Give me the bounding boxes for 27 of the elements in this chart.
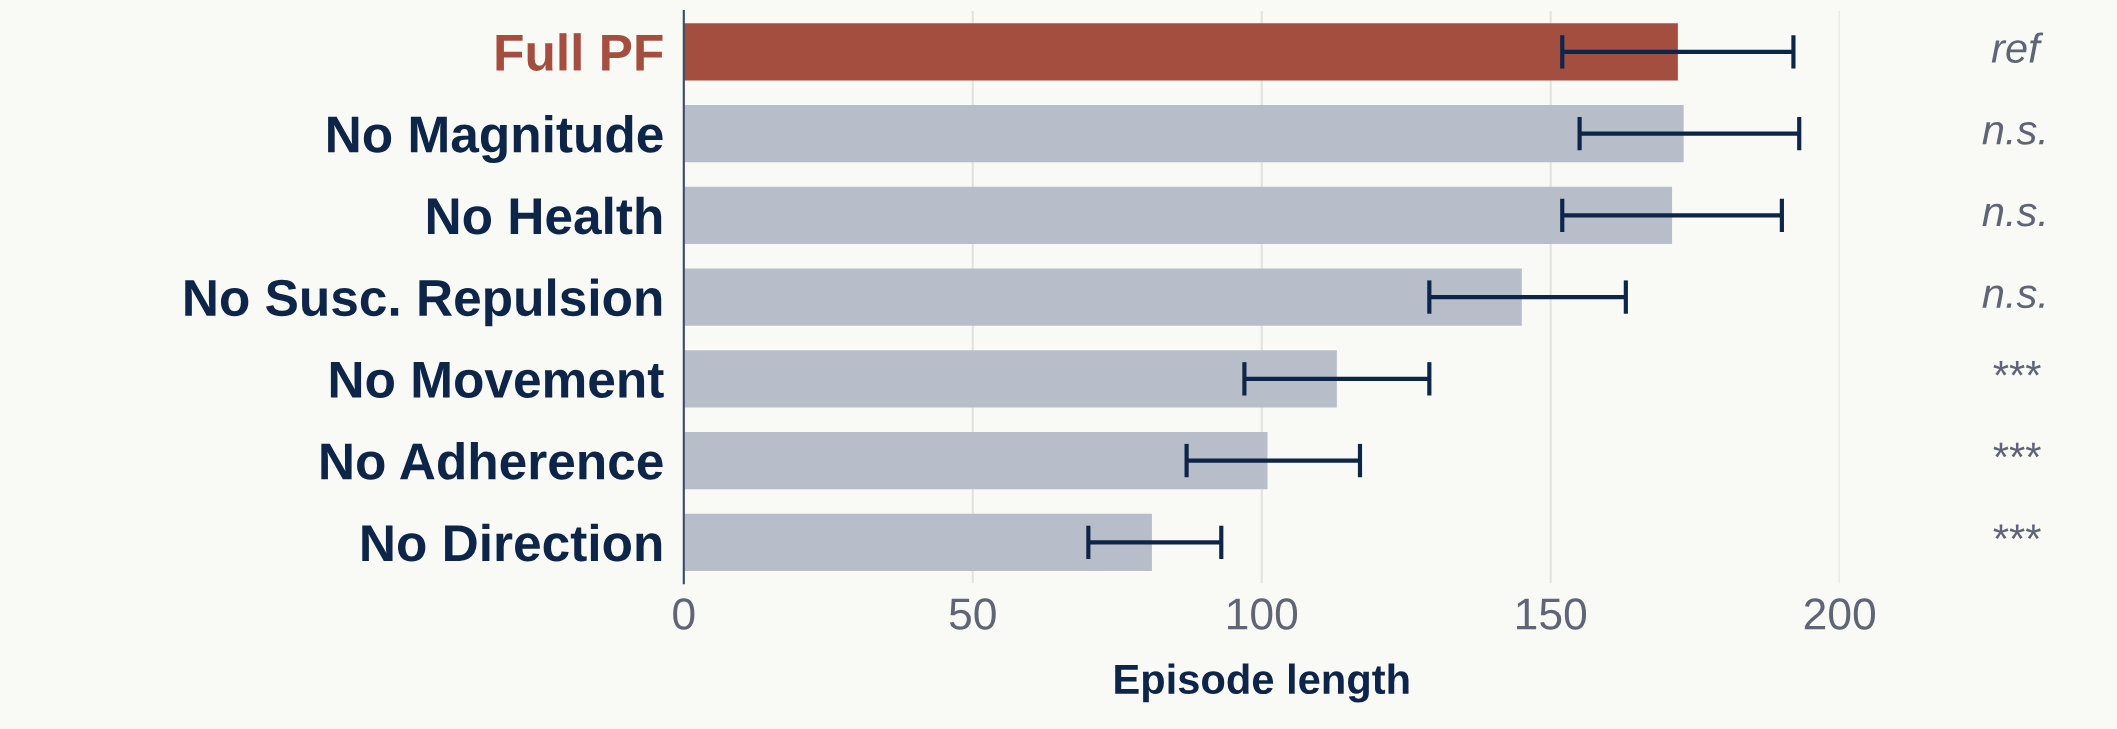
text: n.s. <box>1982 285 2044 309</box>
bar <box>683 104 1684 163</box>
x-tick-label: 150 <box>1517 598 1587 630</box>
y-tick-label: No Susc. Repulsion <box>185 278 662 327</box>
x-tick-label: 100 <box>1228 598 1298 630</box>
x-tick-label: 50 <box>949 598 996 630</box>
text: n.s. <box>1982 203 2044 227</box>
bar <box>683 350 1337 408</box>
bar <box>683 268 1522 326</box>
y-tick-label: Full PF <box>496 33 663 71</box>
text: *** <box>1993 524 2041 540</box>
bar <box>683 431 1268 490</box>
x-tick-label: 0 <box>673 598 695 630</box>
bar <box>683 186 1673 244</box>
bar <box>683 513 1152 571</box>
x-tick-label: 200 <box>1804 598 1876 630</box>
text: n.s. <box>1982 121 2044 145</box>
y-tick-label: No Movement <box>330 362 664 398</box>
text: *** <box>1993 360 2041 376</box>
bar <box>683 23 1678 81</box>
text: *** <box>1993 442 2041 458</box>
y-tick-label: No Magnitude <box>328 114 663 164</box>
y-tick-label: No Health <box>427 196 662 235</box>
x-axis-title: Episode length <box>1115 663 1409 703</box>
y-tick-label: No Direction <box>362 523 662 562</box>
y-tick-label: No Adherence <box>321 441 663 480</box>
text: ref <box>1991 32 2044 63</box>
